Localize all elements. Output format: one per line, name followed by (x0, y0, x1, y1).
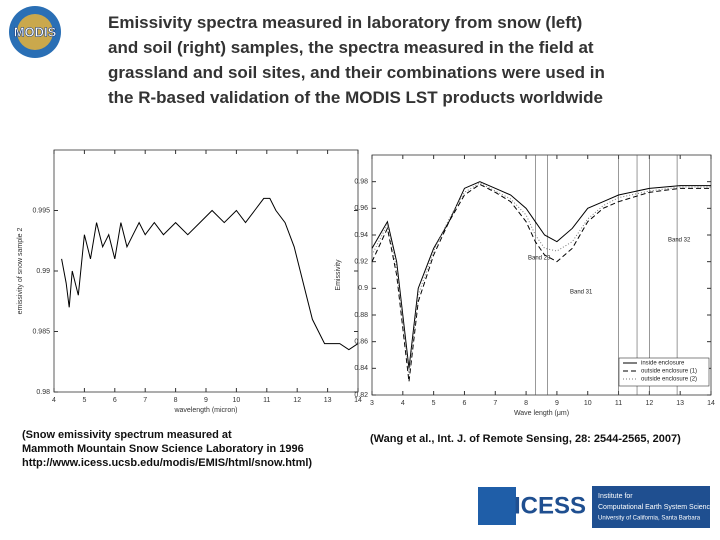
x-tick-label: 7 (143, 397, 147, 404)
x-tick-label: 8 (524, 400, 528, 407)
y-axis-label: emissivity of snow sample 2 (17, 228, 24, 315)
title-line: the R-based validation of the MODIS LST … (108, 88, 603, 107)
x-axis-label: Wave length (μm) (514, 410, 569, 417)
legend-label: outside enclosure (1) (641, 369, 697, 375)
y-tick-label: 0.99 (36, 268, 50, 275)
institute-banner (592, 486, 710, 528)
data-line (371, 182, 711, 376)
data-line (371, 181, 711, 369)
x-tick-label: 7 (493, 400, 497, 407)
y-tick-label: 0.86 (354, 339, 368, 346)
x-tick-label: 4 (401, 400, 405, 407)
title-line: grassland and soil sites, and their comb… (108, 63, 605, 82)
annotation: Band 31 (570, 290, 593, 296)
x-tick-label: 11 (615, 400, 622, 407)
x-tick-label: 8 (174, 397, 178, 404)
right-caption: (Wang et al., Int. J. of Remote Sensing,… (370, 433, 681, 445)
y-tick-label: 0.985 (32, 328, 50, 335)
legend-label: outside enclosure (2) (641, 377, 697, 383)
y-tick-label: 0.98 (36, 389, 50, 396)
institute-text: Computational Earth System Science (598, 504, 714, 511)
modis-logo-text: MODIS (14, 24, 57, 39)
caption-line: http://www.icess.ucsb.edu/modis/EMIS/htm… (22, 457, 313, 469)
icess-logo-text: ICESS (514, 492, 586, 519)
caption-line: (Snow emissivity spectrum measured at (22, 429, 232, 441)
annotation: Band 29 (528, 256, 551, 262)
caption-line: Mammoth Mountain Snow Science Laboratory… (22, 443, 304, 455)
x-tick-label: 13 (324, 397, 332, 404)
y-tick-label: 0.98 (354, 179, 368, 186)
y-axis-label: Emissivity (335, 259, 342, 291)
icess-logo-mark (478, 487, 516, 525)
x-tick-label: 4 (52, 397, 56, 404)
y-tick-label: 0.92 (354, 259, 368, 266)
y-tick-label: 0.9 (358, 285, 368, 292)
x-tick-label: 12 (293, 397, 301, 404)
y-tick-label: 0.84 (354, 365, 368, 372)
x-tick-label: 13 (676, 400, 684, 407)
x-tick-label: 11 (263, 397, 270, 404)
x-tick-label: 10 (233, 397, 241, 404)
x-axis-label: wavelength (micron) (173, 407, 237, 414)
modis-logo-globe (17, 14, 53, 50)
annotation: Band 32 (668, 238, 691, 244)
legend-label: inside enclosure (641, 361, 685, 367)
x-tick-label: 6 (113, 397, 117, 404)
y-tick-label: 0.82 (354, 392, 368, 399)
data-line (61, 197, 359, 351)
x-tick-label: 6 (463, 400, 467, 407)
x-tick-label: 5 (432, 400, 436, 407)
x-tick-label: 14 (707, 400, 715, 407)
slide-title: Emissivity spectra measured in laborator… (108, 10, 605, 110)
x-tick-label: 14 (354, 397, 362, 404)
x-tick-label: 5 (82, 397, 86, 404)
plot-frame (53, 149, 359, 393)
y-tick-label: 0.94 (354, 232, 368, 239)
left-caption: (Snow emissivity spectrum measured at Ma… (22, 428, 312, 470)
x-tick-label: 9 (555, 400, 559, 407)
title-line: and soil (right) samples, the spectra me… (108, 38, 594, 57)
x-tick-label: 9 (204, 397, 208, 404)
x-tick-label: 10 (584, 400, 592, 407)
x-tick-label: 3 (370, 400, 374, 407)
y-tick-label: 0.96 (354, 205, 368, 212)
institute-text: University of California, Santa Barbara (598, 516, 701, 522)
plot-frame (371, 154, 712, 396)
y-tick-label: 0.88 (354, 312, 368, 319)
y-tick-label: 0.995 (32, 207, 50, 214)
data-line (371, 183, 711, 382)
institute-text: Institute for (598, 493, 633, 500)
x-tick-label: 12 (645, 400, 653, 407)
title-line: Emissivity spectra measured in laborator… (108, 13, 583, 32)
